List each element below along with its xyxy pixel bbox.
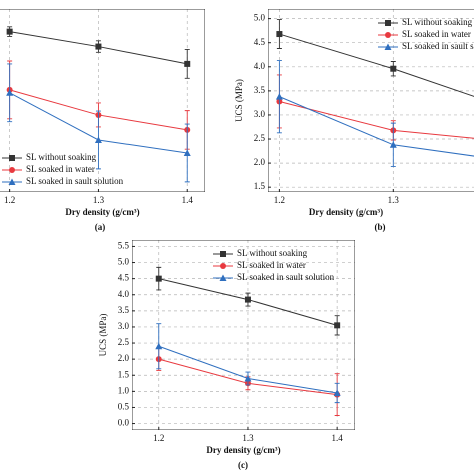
series-line xyxy=(279,100,474,139)
marker xyxy=(94,136,102,143)
marker xyxy=(8,178,16,185)
x-tick-label: 1.2 xyxy=(153,433,164,443)
legend-label: SL soaked in water xyxy=(26,164,95,174)
plot-area xyxy=(0,9,205,192)
legend-label: SL soaked in water xyxy=(402,29,471,39)
y-axis-label: UCS (MPa) xyxy=(234,79,244,122)
x-tick-label: 1.3 xyxy=(242,433,254,443)
legend-label: SL soaked in sault solution xyxy=(402,41,474,51)
x-tick-label: 1.3 xyxy=(388,195,400,205)
marker xyxy=(219,274,227,281)
marker xyxy=(6,28,13,35)
marker xyxy=(276,31,283,38)
marker xyxy=(9,155,15,161)
y-tick-label: 5.5 xyxy=(118,241,130,251)
marker xyxy=(95,43,102,50)
y-axis-label: UCS (MPa) xyxy=(98,314,108,357)
marker xyxy=(6,89,14,96)
plot-area xyxy=(268,9,474,192)
y-tick-label: 1.0 xyxy=(118,385,130,395)
caption: (c) xyxy=(238,460,248,470)
legend-label: SL soaked in sault solution xyxy=(26,176,124,186)
y-tick-label: 1.5 xyxy=(254,181,266,191)
marker xyxy=(385,20,391,26)
marker xyxy=(334,322,341,329)
x-tick-label: 1.4 xyxy=(332,433,344,443)
y-tick-label: 2.0 xyxy=(118,353,130,363)
x-axis-label: Dry density (g/cm³) xyxy=(65,207,139,217)
y-tick-label: 2.5 xyxy=(254,133,266,143)
y-tick-label: 0.0 xyxy=(118,418,130,428)
y-tick-label: 4.5 xyxy=(118,273,130,283)
y-tick-label: 4.0 xyxy=(254,61,266,71)
caption: (b) xyxy=(375,222,386,232)
marker xyxy=(244,374,252,382)
x-tick-label: 1.2 xyxy=(4,195,15,205)
y-tick-label: 2.0 xyxy=(254,157,266,167)
marker xyxy=(333,389,341,396)
marker xyxy=(155,275,162,282)
series-line xyxy=(279,96,474,157)
y-tick-label: 4.0 xyxy=(118,289,130,299)
marker xyxy=(220,263,226,269)
y-tick-label: 5.0 xyxy=(118,257,130,267)
marker xyxy=(244,296,251,303)
x-tick-label: 1.4 xyxy=(182,195,194,205)
y-tick-label: 3.0 xyxy=(118,321,130,331)
marker xyxy=(184,60,191,67)
legend-label: SL soaked in water xyxy=(237,260,306,270)
caption: (a) xyxy=(95,222,106,232)
marker xyxy=(220,251,226,257)
marker xyxy=(384,43,392,50)
x-axis-label: Dry density (g/cm³) xyxy=(206,445,280,455)
legend-label: SL soaked in sault solution xyxy=(237,272,335,282)
y-tick-label: 4.5 xyxy=(254,37,266,47)
marker xyxy=(155,342,163,350)
y-tick-label: 3.0 xyxy=(254,109,266,119)
plot-area xyxy=(132,240,355,430)
marker xyxy=(9,167,15,173)
y-tick-label: 1.5 xyxy=(118,369,130,379)
legend-label: SL without soaking xyxy=(237,248,308,258)
marker xyxy=(275,93,283,100)
x-tick-label: 1.2 xyxy=(274,195,285,205)
x-tick-label: 1.3 xyxy=(93,195,105,205)
y-tick-label: 3.5 xyxy=(118,305,130,315)
y-tick-label: 2.5 xyxy=(118,337,130,347)
x-axis-label: Dry density (g/cm³) xyxy=(309,207,383,217)
marker xyxy=(389,141,397,148)
marker xyxy=(385,32,391,38)
legend-label: SL without soaking xyxy=(402,17,473,27)
y-tick-label: 5.0 xyxy=(254,13,266,23)
y-tick-label: 0.5 xyxy=(118,402,130,412)
marker xyxy=(390,65,397,72)
legend-label: SL without soaking xyxy=(26,152,97,162)
marker xyxy=(183,149,191,156)
y-tick-label: 3.5 xyxy=(254,85,266,95)
